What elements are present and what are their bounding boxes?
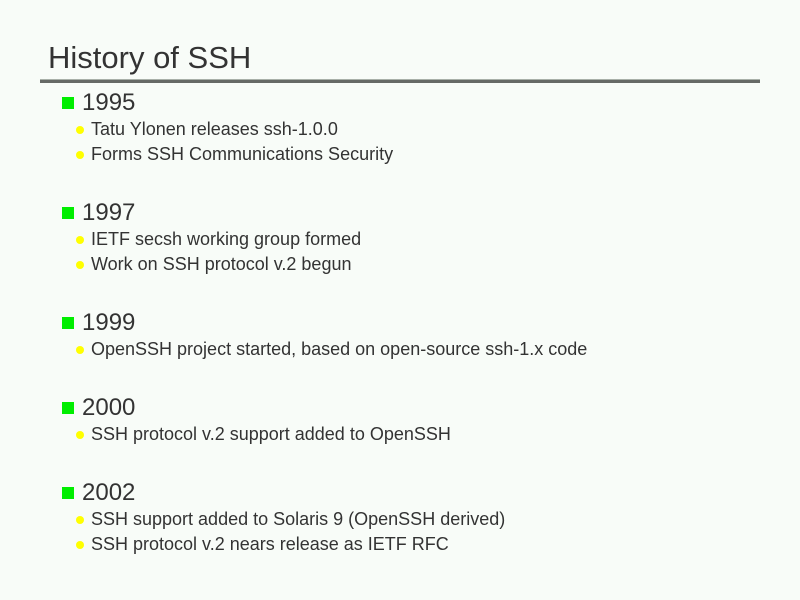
- circle-bullet-icon: [76, 236, 84, 244]
- circle-bullet-icon: [76, 261, 84, 269]
- list-item: Forms SSH Communications Security: [91, 144, 394, 164]
- year-heading: 1995: [82, 89, 136, 116]
- list-item: SSH support added to Solaris 9 (OpenSSH …: [91, 509, 506, 529]
- square-bullet-icon: [62, 402, 74, 414]
- year-heading: 2000: [82, 394, 136, 421]
- list-item: Tatu Ylonen releases ssh-1.0.0: [91, 119, 338, 139]
- year-heading: 1999: [82, 309, 136, 336]
- circle-bullet-icon: [76, 346, 84, 354]
- title-divider: [40, 79, 760, 83]
- list-item: OpenSSH project started, based on open-s…: [91, 339, 588, 359]
- list-item: SSH protocol v.2 nears release as IETF R…: [91, 534, 449, 554]
- year-heading: 1997: [82, 199, 136, 226]
- circle-bullet-icon: [76, 516, 84, 524]
- list-item: SSH protocol v.2 support added to OpenSS…: [91, 424, 451, 444]
- slide-title: History of SSH: [48, 40, 252, 75]
- circle-bullet-icon: [76, 431, 84, 439]
- circle-bullet-icon: [76, 151, 84, 159]
- square-bullet-icon: [62, 487, 74, 499]
- square-bullet-icon: [62, 97, 74, 109]
- circle-bullet-icon: [76, 541, 84, 549]
- circle-bullet-icon: [76, 126, 84, 134]
- year-heading: 2002: [82, 479, 136, 506]
- list-item: IETF secsh working group formed: [91, 229, 362, 249]
- square-bullet-icon: [62, 207, 74, 219]
- list-item: Work on SSH protocol v.2 begun: [91, 254, 352, 274]
- square-bullet-icon: [62, 317, 74, 329]
